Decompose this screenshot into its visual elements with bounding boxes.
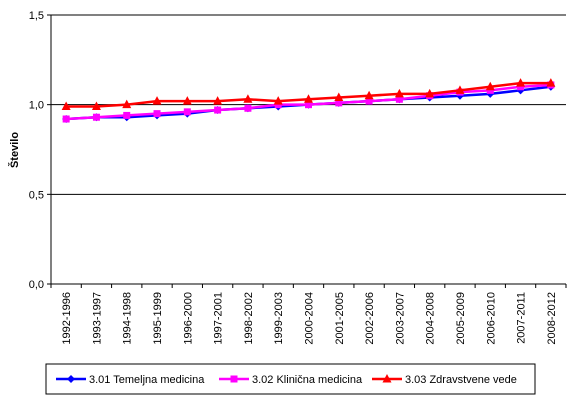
axes bbox=[47, 14, 567, 288]
data-point bbox=[546, 78, 556, 87]
legend-swatch-marker bbox=[382, 374, 392, 383]
data-point bbox=[244, 104, 252, 112]
data-point bbox=[214, 106, 222, 114]
x-tick-label: 2003-2007 bbox=[394, 292, 406, 345]
legend: 3.01 Temeljna medicina 3.02 Klinična medi… bbox=[45, 363, 536, 395]
data-point bbox=[455, 85, 465, 94]
series-group bbox=[61, 78, 556, 110]
x-tick-label: 2002-2006 bbox=[364, 292, 376, 345]
data-point bbox=[122, 99, 132, 109]
x-tick-label: 1995-1999 bbox=[152, 292, 164, 345]
legend-label: 3.02 Klinična medicina bbox=[252, 374, 363, 386]
data-point bbox=[516, 78, 526, 87]
legend-label: 3.03 Zdravstvene vede bbox=[405, 374, 517, 386]
data-point bbox=[335, 99, 343, 107]
x-tick-label: 2000-2004 bbox=[304, 292, 316, 345]
x-tick-label: 1996-2000 bbox=[182, 292, 194, 345]
data-point bbox=[62, 115, 70, 123]
y-axis-title: Število bbox=[8, 132, 21, 168]
data-point bbox=[364, 90, 374, 100]
data-point bbox=[425, 88, 435, 98]
data-point bbox=[274, 101, 282, 109]
x-tick-label: 1997-2001 bbox=[213, 292, 225, 345]
x-tick-label: 2006-2010 bbox=[485, 292, 497, 345]
data-point bbox=[517, 83, 525, 91]
legend-box bbox=[45, 363, 536, 395]
data-point bbox=[305, 101, 312, 109]
legend-swatch-marker bbox=[230, 375, 238, 383]
data-point bbox=[273, 96, 283, 105]
data-point bbox=[304, 94, 313, 103]
data-point bbox=[153, 110, 161, 118]
data-point bbox=[123, 111, 131, 119]
data-point bbox=[243, 94, 253, 103]
x-tick-label: 2007-2011 bbox=[516, 292, 528, 344]
series-lines bbox=[61, 78, 556, 124]
x-tick-labels: 1992-1996 1993-1997 1994-1998 1995-1999 1996… bbox=[61, 292, 558, 345]
y-tick-label: 0,0 bbox=[29, 279, 44, 291]
x-tick-label: 1999-2003 bbox=[273, 292, 285, 345]
data-point bbox=[334, 92, 344, 101]
y-tick-label: 0,5 bbox=[29, 189, 44, 201]
x-tick-label: 1998-2002 bbox=[243, 292, 255, 345]
y-tick-labels: 0,0 0,5 1,0 1,5 bbox=[29, 10, 44, 291]
y-tick-label: 1,5 bbox=[29, 10, 44, 22]
data-point bbox=[183, 108, 191, 116]
data-point bbox=[485, 81, 495, 91]
x-tick-label: 1992-1996 bbox=[61, 292, 73, 345]
data-point bbox=[365, 97, 373, 105]
x-tick-label: 2004-2008 bbox=[425, 292, 437, 345]
data-point bbox=[486, 86, 494, 94]
data-point bbox=[61, 101, 71, 110]
data-point bbox=[213, 96, 223, 105]
x-tick-label: 1994-1998 bbox=[122, 292, 134, 345]
data-point bbox=[182, 96, 192, 105]
data-point bbox=[394, 88, 404, 98]
x-tick-label: 1993-1997 bbox=[91, 292, 103, 345]
y-tick-label: 1,0 bbox=[29, 100, 44, 112]
data-point bbox=[91, 101, 101, 110]
x-tick-label: 2001-2005 bbox=[334, 292, 346, 345]
data-point bbox=[152, 96, 162, 105]
legend-swatch-marker bbox=[67, 375, 75, 383]
x-tick-label: 2008-2012 bbox=[546, 292, 558, 345]
data-point bbox=[395, 95, 403, 103]
legend-label: 3.01 Temeljna medicina bbox=[89, 374, 205, 386]
data-point bbox=[92, 113, 100, 121]
x-tick-label: 2005-2009 bbox=[455, 292, 467, 345]
